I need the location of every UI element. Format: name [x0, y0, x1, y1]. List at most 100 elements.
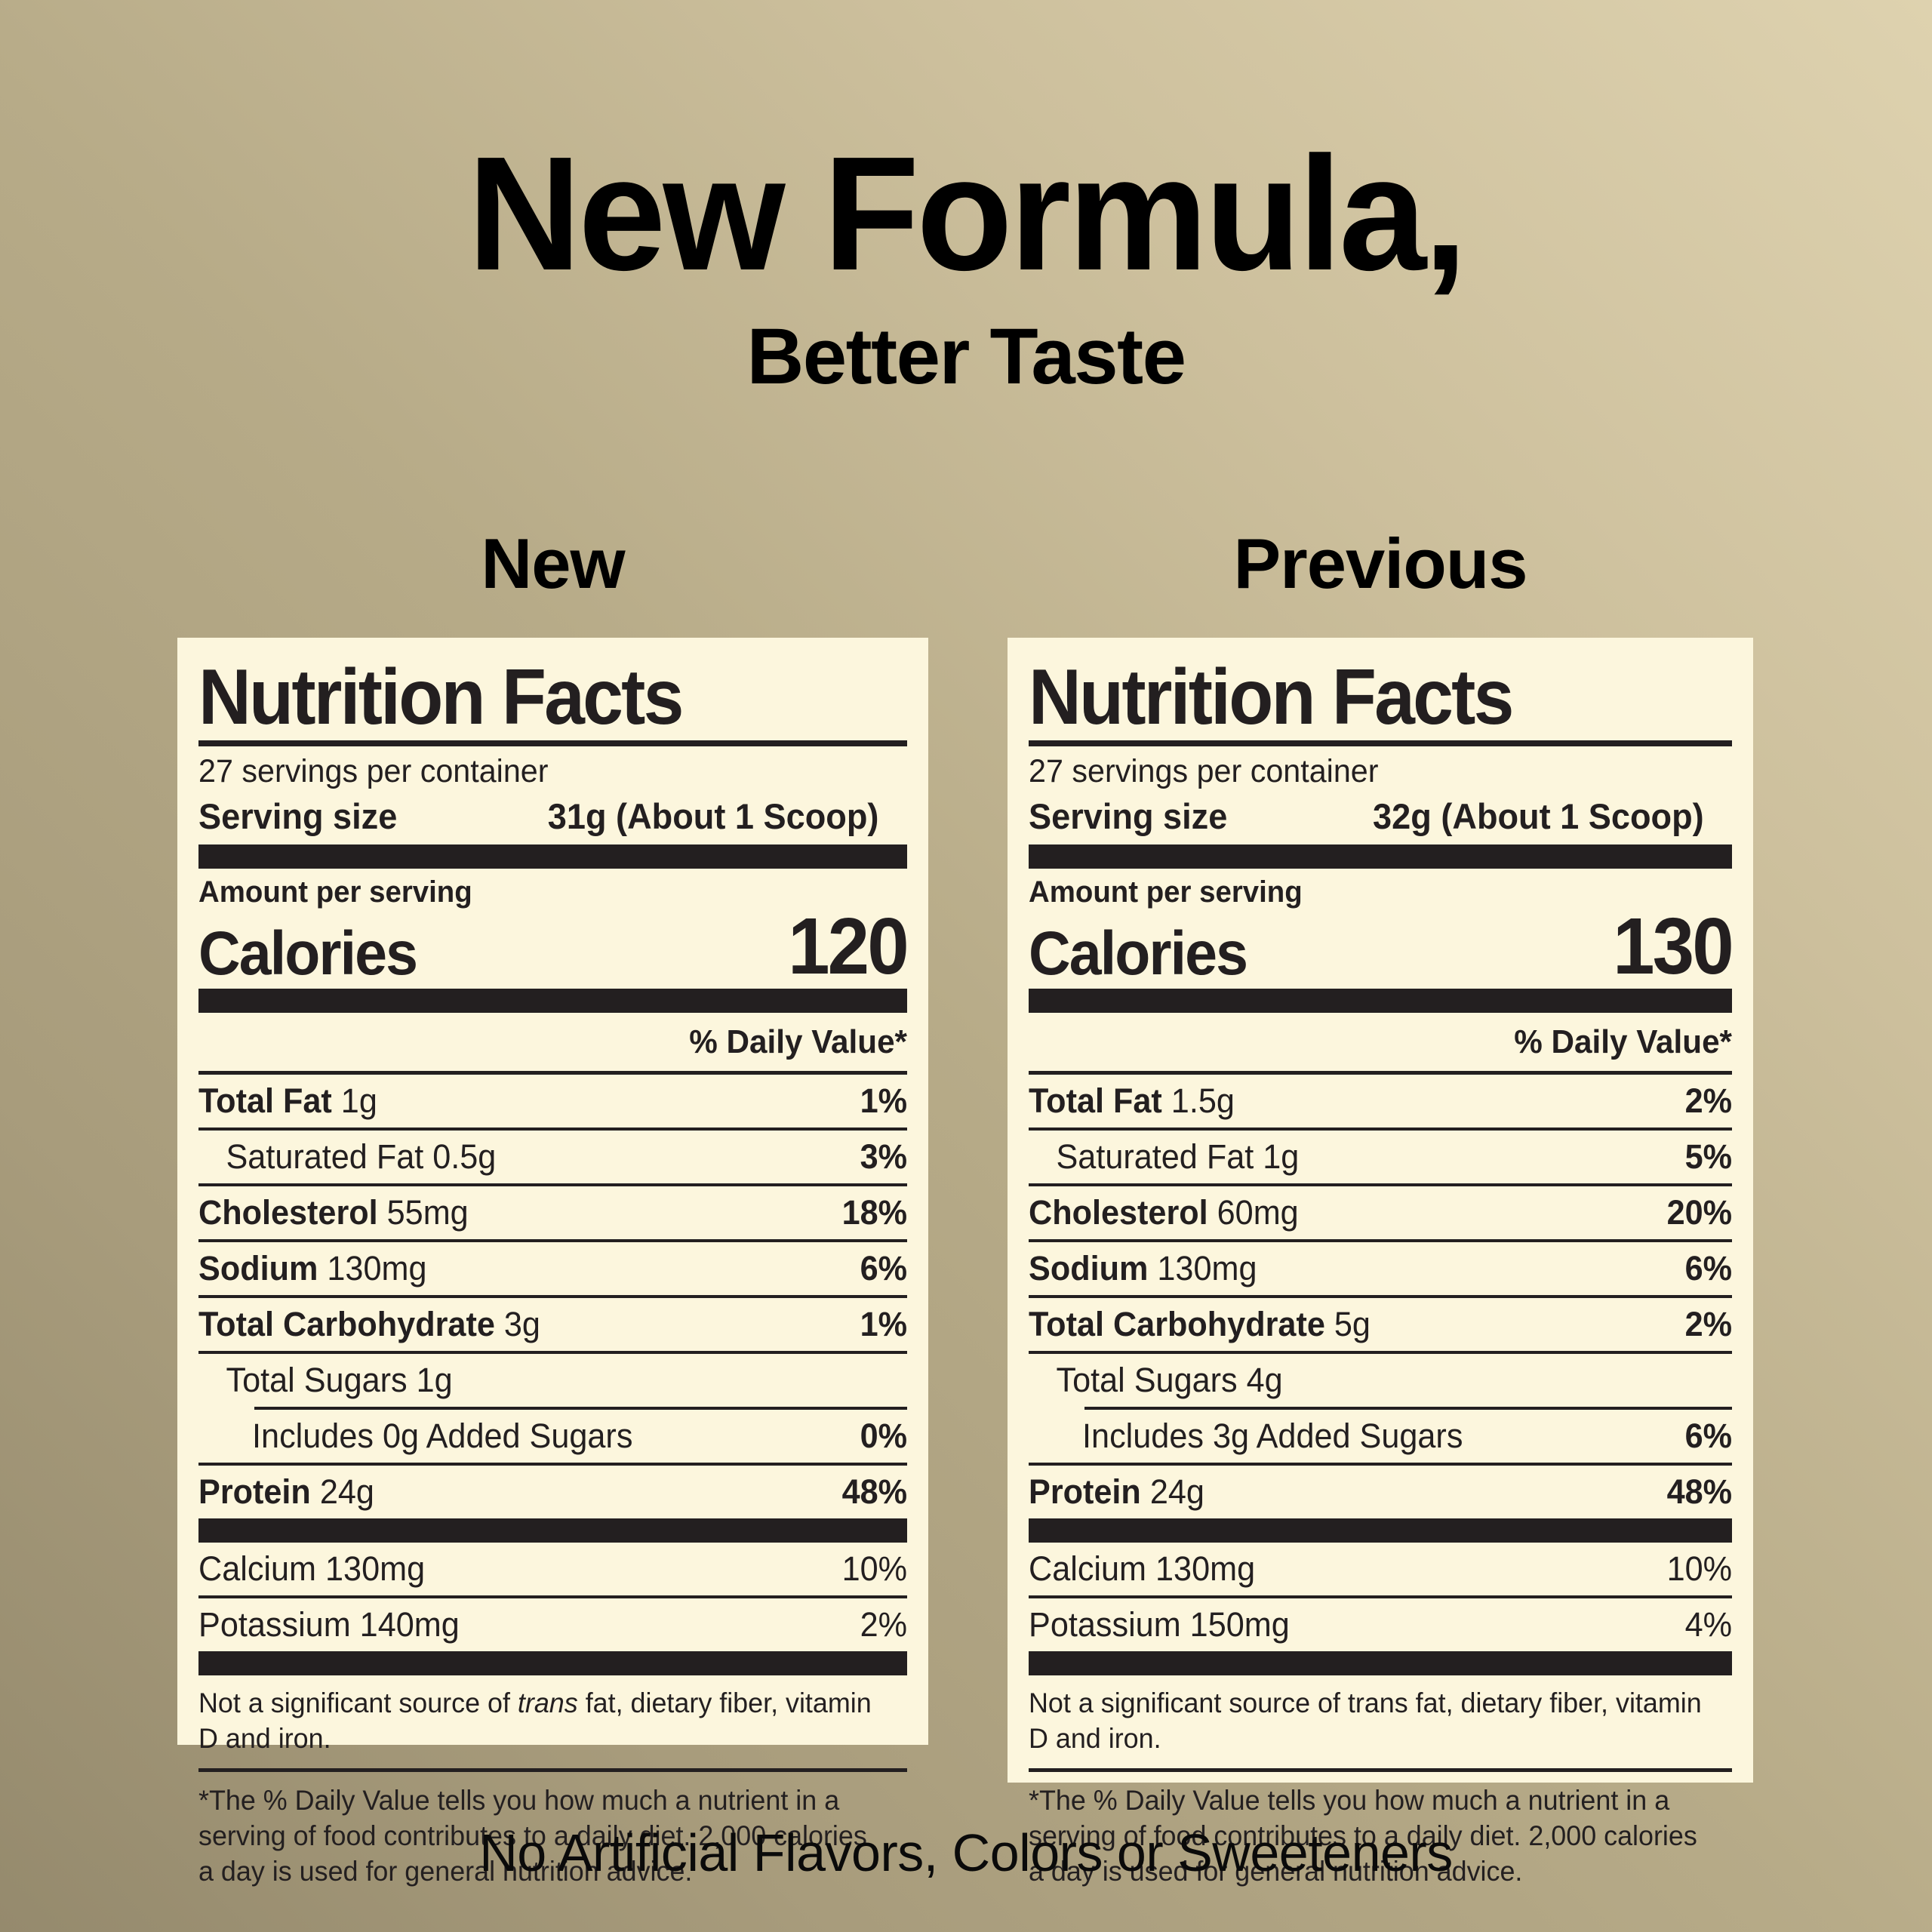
nutrient-row: Total Fat 1g 1% [198, 1075, 907, 1128]
divider-line [198, 1463, 907, 1466]
vitamin-row-divider [1029, 1595, 1732, 1599]
nutrient-name: Total Carbohydrate 3g [198, 1305, 540, 1344]
vitamin-row: Potassium 140mg 2% [198, 1598, 907, 1651]
serving-size-row: Serving size 32g (About 1 Scoop) [1029, 793, 1704, 844]
servings-per-container: 27 servings per container [1029, 753, 1379, 790]
calories-divider-thick [1029, 989, 1732, 1014]
nutrient-name: Cholesterol 55mg [198, 1193, 469, 1232]
headline-secondary: Better Taste [746, 312, 1186, 401]
calories-value: 130 [1613, 901, 1734, 991]
dv-divider [1029, 1071, 1732, 1075]
nutrient-daily-value: 0% [860, 1417, 907, 1456]
amount-per-serving-label: Amount per serving [198, 875, 472, 909]
nutrient-name: Protein 24g [1029, 1472, 1204, 1512]
divider-line [198, 1239, 907, 1243]
divider-line [1084, 1407, 1732, 1411]
divider-line [1029, 1239, 1732, 1243]
vitamin-rows-new: Calcium 130mg 10% Potassium 140mg 2% [198, 1543, 907, 1651]
nutrient-rows-new: Total Fat 1g 1% Saturated Fat 0.5g 3% Choles… [198, 1075, 907, 1518]
serving-size-value: 31g (About 1 Scoop) [547, 795, 879, 836]
calories-label: Calories [1029, 918, 1248, 988]
title-divider [198, 740, 907, 747]
headline-primary: New Formula, [467, 122, 1468, 304]
nutrient-daily-value: 1% [860, 1305, 907, 1344]
vitamins-divider-thick [198, 1651, 907, 1676]
nutrient-row-divider [198, 1463, 907, 1466]
daily-value-header: % Daily Value* [1514, 1023, 1732, 1061]
serving-divider-thick [198, 844, 907, 869]
divider-line [1029, 1351, 1732, 1355]
vitamin-row: Calcium 130mg 10% [198, 1543, 907, 1595]
nutrient-row: Total Carbohydrate 5g 2% [1029, 1298, 1732, 1351]
nutrient-row: Cholesterol 55mg 18% [198, 1186, 907, 1239]
nutrient-row-divider [1029, 1407, 1732, 1411]
nutrient-row-divider [198, 1128, 907, 1131]
nutrient-row-divider [198, 1239, 907, 1243]
nutrient-row: Cholesterol 60mg 20% [1029, 1186, 1732, 1239]
nutrient-name: Total Fat 1.5g [1029, 1081, 1235, 1121]
nutrient-row: Sodium 130mg 6% [198, 1242, 907, 1295]
vitamin-row: Potassium 150mg 4% [1029, 1598, 1732, 1651]
nutrient-daily-value: 20% [1666, 1193, 1732, 1232]
divider-line [1029, 1128, 1732, 1131]
calories-value: 120 [788, 901, 909, 991]
calories-row: Calories 120 [198, 901, 909, 991]
nutrient-row-divider [1029, 1351, 1732, 1355]
bottom-tagline: No Artificial Flavors, Colors or Sweeten… [479, 1823, 1453, 1882]
nutrient-row: Protein 24g 48% [198, 1466, 907, 1518]
not-significant-note: Not a significant source of trans fat, d… [1029, 1687, 1702, 1754]
nutrient-name: Cholesterol 60mg [1029, 1193, 1299, 1232]
serving-size-value: 32g (About 1 Scoop) [1373, 795, 1704, 836]
amount-per-serving-label: Amount per serving [1029, 875, 1303, 909]
nutrient-row-divider [198, 1407, 907, 1411]
divider-line [198, 1128, 907, 1131]
nutrient-daily-value: 2% [1684, 1305, 1732, 1344]
title-divider [1029, 740, 1732, 747]
vitamin-row-divider [198, 1595, 907, 1599]
nutrient-daily-value: 48% [841, 1472, 907, 1512]
nutrient-name: Total Sugars 4g [1056, 1361, 1283, 1400]
nutrient-daily-value: 6% [860, 1249, 907, 1288]
divider-line [1029, 1295, 1732, 1299]
nutrition-panel-new: Nutrition Facts 27 servings per containe… [177, 638, 928, 1887]
calories-label: Calories [198, 918, 418, 988]
nutrient-name: Total Fat 1g [198, 1081, 377, 1121]
nutrient-row: Total Sugars 1g [198, 1354, 907, 1407]
vitamin-daily-value: 4% [1684, 1605, 1732, 1644]
vitamins-divider-thick [1029, 1651, 1732, 1676]
nutrient-name: Total Sugars 1g [226, 1361, 453, 1400]
daily-value-footnote: *The % Daily Value tells you how much a … [1029, 1785, 1697, 1887]
divider-line [198, 1351, 907, 1355]
calories-row: Calories 130 [1029, 901, 1734, 991]
nutrient-name: Sodium 130mg [1029, 1249, 1257, 1288]
nutrient-row: Saturated Fat 0.5g 3% [198, 1131, 907, 1183]
nutrient-row-divider [1029, 1128, 1732, 1131]
nutrient-row-divider [1029, 1183, 1732, 1187]
vitamin-name: Calcium 130mg [1029, 1549, 1256, 1589]
vitamin-daily-value: 10% [1666, 1549, 1732, 1589]
nutrient-name: Includes 0g Added Sugars [252, 1417, 633, 1456]
vitamin-daily-value: 2% [860, 1605, 907, 1644]
divider-line [254, 1407, 907, 1411]
dv-divider [198, 1071, 907, 1075]
nutrient-daily-value: 48% [1666, 1472, 1732, 1512]
vitamin-name: Calcium 130mg [198, 1549, 426, 1589]
daily-value-footnote: *The % Daily Value tells you how much a … [198, 1785, 867, 1887]
serving-size-row: Serving size 31g (About 1 Scoop) [198, 793, 878, 844]
nutrient-name: Saturated Fat 0.5g [226, 1137, 497, 1177]
nutrient-row: Includes 0g Added Sugars 0% [198, 1410, 907, 1463]
nutrient-name: Protein 24g [198, 1472, 374, 1512]
nutrient-row-divider [1029, 1295, 1732, 1299]
nutrient-row: Total Carbohydrate 3g 1% [198, 1298, 907, 1351]
footnote-divider [198, 1768, 907, 1773]
nutrition-panel-previous: Nutrition Facts 27 servings per containe… [1008, 638, 1753, 1887]
nutrient-row: Total Fat 1.5g 2% [1029, 1075, 1732, 1128]
nutrient-daily-value: 6% [1684, 1417, 1732, 1456]
vitamin-rows-previous: Calcium 130mg 10% Potassium 150mg 4% [1029, 1543, 1732, 1651]
divider-line [1029, 1183, 1732, 1187]
nutrient-row-divider [1029, 1239, 1732, 1243]
vitamin-name: Potassium 150mg [1029, 1605, 1290, 1644]
caption-new: New [481, 524, 625, 603]
nutrient-row-divider [198, 1183, 907, 1187]
nutrient-name: Total Carbohydrate 5g [1029, 1305, 1371, 1344]
